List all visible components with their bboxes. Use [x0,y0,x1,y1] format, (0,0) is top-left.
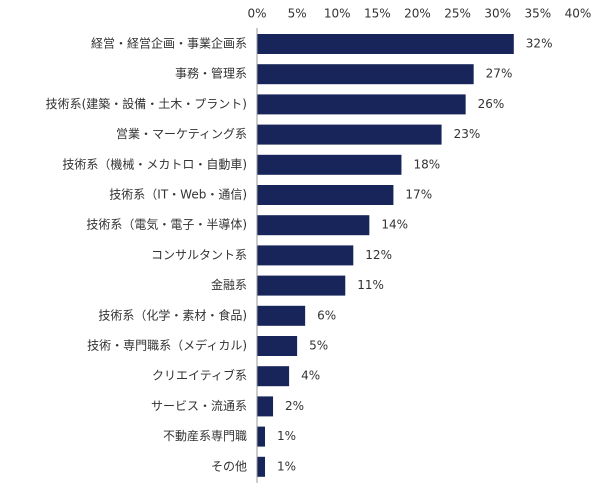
category-label: 技術系（電気・電子・半導体) [86,217,247,232]
category-label: 金融系 [211,277,247,292]
data-label: 18% [413,157,440,171]
bar [257,456,266,477]
x-tick-label: 25% [444,7,471,21]
data-label: 17% [405,188,432,202]
data-label: 14% [381,218,408,232]
data-label: 5% [309,339,328,353]
data-label: 26% [478,97,505,111]
bar [257,34,514,54]
bar [257,64,474,85]
bar [257,396,274,417]
bar [257,366,290,387]
data-label: 32% [526,37,553,51]
category-label: 技術系（機械・メカトロ・自動車) [62,156,247,171]
data-label: 27% [486,67,513,81]
data-label: 11% [357,278,384,292]
bar [257,94,466,115]
bars: 経営・経営企画・事業企画系 32% 事務・管理系 27% 技術系(建築・設備・土木・プラ… [46,34,553,477]
bar [257,154,402,175]
category-label: 不動産系専門職 [163,428,247,443]
x-tick-label: 10% [324,7,351,21]
category-label: クリエイティブ系 [152,368,247,383]
bar [257,124,442,145]
category-label: 営業・マーケティング系 [116,127,247,141]
x-axis-ticks: 0% 5% 10% 15% 20% 25% 30% 35% 40% [247,7,591,21]
x-tick-label: 15% [364,7,391,21]
data-label: 4% [301,369,320,383]
category-label: 技術系(建築・設備・土木・プラント) [46,96,247,111]
bar [257,426,266,447]
bar [257,215,370,236]
bar [257,305,306,326]
bar [257,336,298,356]
bar [257,185,394,205]
bar [257,275,346,296]
category-label: サービス・流通系 [151,399,247,413]
data-label: 23% [454,127,481,141]
x-tick-label: 5% [288,7,307,21]
data-label: 2% [285,399,304,413]
category-label: コンサルタント系 [151,248,247,262]
category-label: 技術系（化学・素材・食品) [98,307,247,322]
category-label: 技術系（IT・Web・通信) [109,188,247,202]
category-label: 事務・管理系 [175,66,247,81]
bar [257,245,354,266]
category-label: 経営・経営企画・事業企画系 [91,36,247,51]
data-label: 6% [317,308,336,322]
x-tick-label: 35% [525,7,552,21]
data-label: 1% [277,459,296,473]
data-label: 12% [365,248,392,262]
category-label: その他 [211,459,247,473]
x-tick-label: 20% [404,7,431,21]
data-label: 1% [277,429,296,443]
x-tick-label: 0% [247,7,266,21]
x-tick-label: 30% [484,7,511,21]
x-tick-label: 40% [565,7,592,21]
category-label: 技術・専門職系（メディカル) [87,338,247,353]
